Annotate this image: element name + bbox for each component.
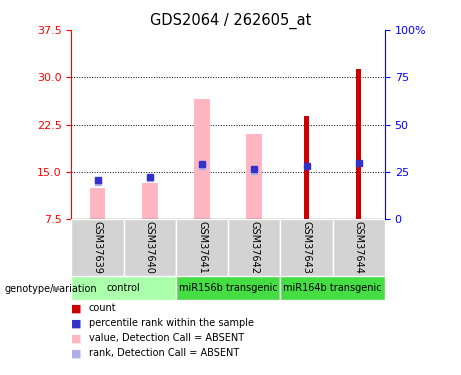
Bar [194,99,210,219]
Text: GSM37643: GSM37643 [301,221,312,274]
Text: genotype/variation: genotype/variation [5,284,97,294]
Bar [228,219,280,276]
Text: GSM37642: GSM37642 [249,221,260,274]
Bar [247,134,262,219]
Bar [124,219,176,276]
Bar [90,188,106,219]
Bar [280,219,333,276]
Text: ►: ► [53,284,61,294]
Text: ■: ■ [71,348,82,358]
Text: GSM37640: GSM37640 [145,221,155,274]
Text: GDS2064 / 262605_at: GDS2064 / 262605_at [150,13,311,29]
Text: ■: ■ [71,333,82,343]
Text: ■: ■ [71,303,82,313]
Text: GSM37639: GSM37639 [93,221,103,274]
Bar [71,276,176,300]
Text: control: control [107,283,141,293]
Text: value, Detection Call = ABSENT: value, Detection Call = ABSENT [89,333,244,343]
Bar [176,219,228,276]
Text: count: count [89,303,117,313]
Bar [280,276,385,300]
Text: GSM37644: GSM37644 [354,221,364,274]
Text: rank, Detection Call = ABSENT: rank, Detection Call = ABSENT [89,348,239,358]
Bar [304,117,309,219]
Text: GSM37641: GSM37641 [197,221,207,274]
Text: miR164b transgenic: miR164b transgenic [284,283,382,293]
Text: ■: ■ [71,318,82,328]
Bar [176,276,280,300]
Bar [333,219,385,276]
Bar [356,69,361,219]
Bar [71,219,124,276]
Bar [142,183,158,219]
Text: percentile rank within the sample: percentile rank within the sample [89,318,254,328]
Text: miR156b transgenic: miR156b transgenic [179,283,278,293]
